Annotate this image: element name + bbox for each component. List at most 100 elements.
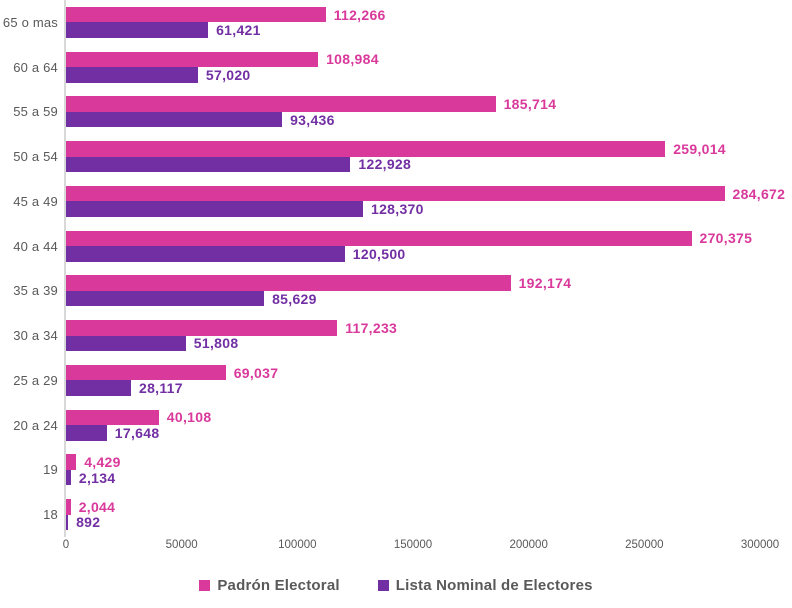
bar-group: 30 a 34 117,233 51,808 xyxy=(0,313,792,358)
bar-pair: 284,672 128,370 xyxy=(64,179,792,224)
padron-barline: 4,429 xyxy=(66,454,792,470)
padron-value-label: 2,044 xyxy=(78,498,116,515)
bar-pair: 185,714 93,436 xyxy=(64,89,792,135)
padron-legend-swatch-icon xyxy=(199,580,211,591)
x-tick-label: 300000 xyxy=(740,539,780,551)
lista-barline: 57,020 xyxy=(66,67,792,83)
lista-bar xyxy=(66,111,283,128)
padron-bar xyxy=(66,364,226,381)
bar-group: 40 a 44 270,375 120,500 xyxy=(0,223,792,269)
bar-pair: 270,375 120,500 xyxy=(64,223,792,269)
lista-legend-swatch-icon xyxy=(377,580,389,591)
lista-legend-label: Lista Nominal de Electores xyxy=(395,577,593,594)
lista-barline: 93,436 xyxy=(66,112,792,128)
padron-barline: 108,984 xyxy=(66,51,792,68)
bar-group: 65 o mas 112,266 61,421 xyxy=(0,0,792,45)
bar-group: 60 a 64 108,984 57,020 xyxy=(0,44,792,90)
padron-barline: 112,266 xyxy=(66,7,792,23)
bar-pair: 192,174 85,629 xyxy=(64,268,792,314)
bar-group: 19 4,429 2,134 xyxy=(0,447,792,493)
bar-pair: 69,037 28,117 xyxy=(64,358,792,403)
padron-bar xyxy=(66,51,319,68)
lista-bar xyxy=(66,380,131,396)
bar-group: 35 a 39 192,174 85,629 xyxy=(0,268,792,314)
lista-value-label: 122,928 xyxy=(358,156,412,173)
plot-area: 65 o mas 112,266 61,421 60 a 64 108,984 57,02… xyxy=(0,0,792,537)
x-tick-label: 250000 xyxy=(625,539,664,551)
lista-barline: 2,134 xyxy=(66,470,792,486)
lista-bar xyxy=(66,514,69,531)
padron-bar xyxy=(66,320,338,336)
padron-bar xyxy=(66,275,511,291)
lista-bar xyxy=(66,425,107,441)
padron-bar xyxy=(66,230,692,247)
padron-value-label: 40,108 xyxy=(166,409,212,426)
padron-value-label: 270,375 xyxy=(699,230,753,247)
lista-value-label: 128,370 xyxy=(371,201,424,218)
category-label: 40 a 44 xyxy=(13,238,58,254)
lista-bar xyxy=(66,469,71,486)
x-axis: 0 50000 100000 150000 200000 250000 300000 xyxy=(62,539,779,555)
padron-barline: 259,014 xyxy=(66,141,792,157)
padron-value-label: 185,714 xyxy=(503,96,557,113)
bar-pair: 40,108 17,648 xyxy=(64,402,792,448)
lista-value-label: 120,500 xyxy=(352,245,406,262)
category-label: 45 a 49 xyxy=(13,193,58,209)
bar-group: 20 a 24 40,108 17,648 xyxy=(0,402,792,448)
padron-barline: 69,037 xyxy=(66,365,792,381)
category-label: 50 a 54 xyxy=(13,149,58,165)
padron-value-label: 112,266 xyxy=(333,6,386,23)
padron-barline: 117,233 xyxy=(66,320,792,336)
lista-value-label: 57,020 xyxy=(205,66,251,83)
padron-bar xyxy=(66,409,159,426)
padron-value-label: 259,014 xyxy=(673,140,726,157)
padron-barline: 192,174 xyxy=(66,275,792,291)
bar-pair: 2,044 892 xyxy=(64,492,792,537)
padron-barline: 2,044 xyxy=(66,499,792,515)
category-label: 20 a 24 xyxy=(13,417,58,433)
category-label: 19 xyxy=(43,462,58,478)
lista-barline: 61,421 xyxy=(66,22,792,38)
padron-value-label: 108,984 xyxy=(326,51,379,68)
bar-group: 18 2,044 892 xyxy=(0,492,792,537)
lista-barline: 28,117 xyxy=(66,380,792,396)
legend-item-padron: Padrón Electoral xyxy=(199,577,340,594)
legend-item-lista: Lista Nominal de Electores xyxy=(377,577,593,594)
lista-barline: 122,928 xyxy=(66,156,792,173)
category-label: 35 a 39 xyxy=(13,283,58,299)
lista-barline: 120,500 xyxy=(66,246,792,262)
lista-bar xyxy=(66,22,209,38)
bar-pair: 112,266 61,421 xyxy=(64,0,792,45)
x-tick-label: 100000 xyxy=(278,539,317,551)
lista-bar xyxy=(66,156,351,173)
category-label: 30 a 34 xyxy=(13,328,58,344)
padron-bar xyxy=(66,454,77,470)
lista-barline: 51,808 xyxy=(66,335,792,352)
bar-group: 55 a 59 185,714 93,436 xyxy=(0,89,792,135)
x-tick-label: 0 xyxy=(62,539,70,551)
padron-bar xyxy=(66,185,725,202)
padron-value-label: 192,174 xyxy=(518,275,572,292)
padron-barline: 185,714 xyxy=(66,96,792,112)
lista-bar xyxy=(66,201,363,217)
padron-legend-label: Padrón Electoral xyxy=(217,577,340,594)
padron-barline: 40,108 xyxy=(66,409,792,426)
lista-barline: 892 xyxy=(66,514,792,531)
bar-pair: 4,429 2,134 xyxy=(64,447,792,493)
lista-bar xyxy=(66,335,186,352)
lista-value-label: 85,629 xyxy=(272,290,317,307)
lista-barline: 85,629 xyxy=(66,291,792,307)
padron-bar xyxy=(66,96,496,112)
lista-bar xyxy=(66,290,265,307)
padron-value-label: 117,233 xyxy=(345,319,398,336)
lista-value-label: 93,436 xyxy=(290,111,335,128)
category-label: 25 a 29 xyxy=(13,372,58,388)
lista-value-label: 2,134 xyxy=(78,469,116,486)
bar-group: 25 a 29 69,037 28,117 xyxy=(0,358,792,403)
x-tick-label: 50000 xyxy=(165,539,198,551)
lista-barline: 17,648 xyxy=(66,425,792,441)
lista-value-label: 61,421 xyxy=(216,22,261,39)
x-tick-label: 150000 xyxy=(393,539,433,551)
lista-value-label: 28,117 xyxy=(139,380,183,397)
